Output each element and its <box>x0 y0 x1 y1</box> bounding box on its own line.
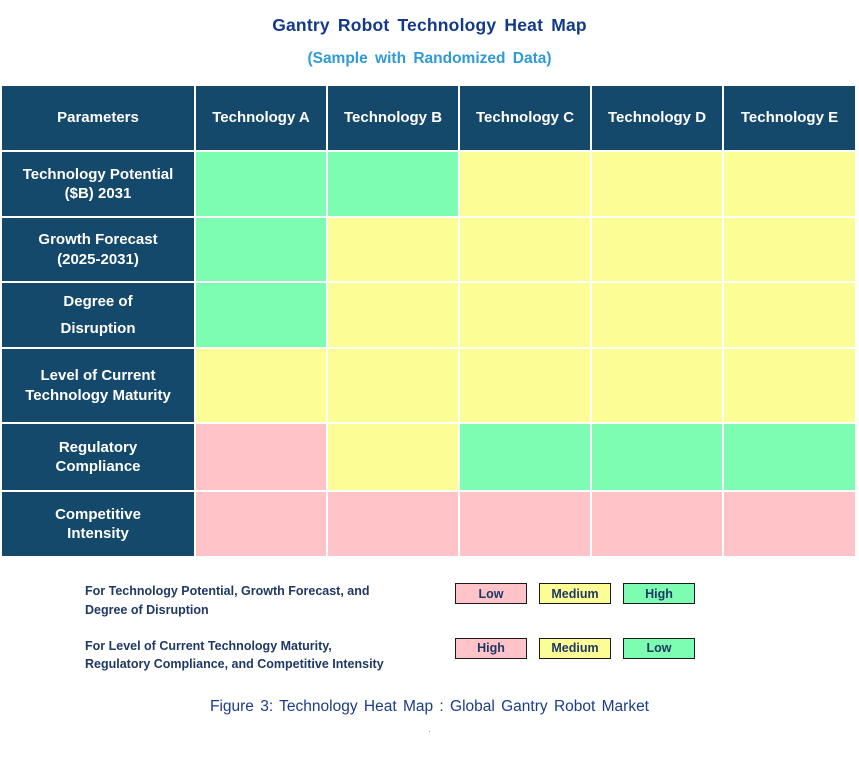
heatmap-cell <box>328 349 458 422</box>
column-header-2: Technology B <box>328 86 458 150</box>
column-header-1: Technology A <box>196 86 326 150</box>
heatmap-cell <box>592 283 722 347</box>
legend-swatch-high: High <box>623 583 695 604</box>
heatmap-cell <box>328 492 458 556</box>
heatmap-cell <box>724 283 855 347</box>
row-label: Technology Potential ($B) 2031 <box>2 152 194 216</box>
heatmap-cell <box>196 492 326 556</box>
heatmap-cell <box>460 424 590 490</box>
row-label-line: Level of Current <box>40 367 156 384</box>
legend-swatch-high: High <box>455 637 527 659</box>
corner-header-parameters: Parameters <box>2 86 194 150</box>
row-label: Level of Current Technology Maturity <box>2 349 194 422</box>
heatmap-cell <box>196 349 326 422</box>
legend: For Technology Potential, Growth Forecas… <box>85 582 859 674</box>
legend-label-line: For Technology Potential, Growth Forecas… <box>85 584 370 598</box>
legend-swatch-low: Low <box>623 637 695 659</box>
heatmap-cell <box>724 349 855 422</box>
column-header-3: Technology C <box>460 86 590 150</box>
row-label-line: Technology Maturity <box>25 386 171 404</box>
row-label: Degree of Disruption <box>2 283 194 347</box>
heatmap-cell <box>196 152 326 216</box>
legend-swatch-low: Low <box>455 583 527 604</box>
heatmap-cell <box>460 492 590 556</box>
row-label: Growth Forecast (2025-2031) <box>2 218 194 281</box>
row-label-line: (2025-2031) <box>57 250 139 268</box>
heatmap-cell <box>724 492 855 556</box>
caption-stray-dot: . <box>428 724 431 734</box>
heatmap-cell <box>196 424 326 490</box>
heatmap-cell <box>592 152 722 216</box>
heatmap-cell <box>196 283 326 347</box>
row-label: Competitive Intensity <box>2 492 194 556</box>
page-title: Gantry Robot Technology Heat Map <box>272 15 587 35</box>
heatmap-cell <box>592 424 722 490</box>
legend-row: For Technology Potential, Growth Forecas… <box>85 582 859 620</box>
heatmap-cell <box>724 218 855 281</box>
heatmap-cell <box>460 218 590 281</box>
heatmap-cell <box>460 349 590 422</box>
heatmap-cell <box>328 152 458 216</box>
heatmap-cell <box>592 218 722 281</box>
row-label: Regulatory Compliance <box>2 424 194 490</box>
row-label-line: Degree of <box>63 292 133 310</box>
heatmap-cell <box>724 152 855 216</box>
heatmap-cell <box>724 424 855 490</box>
row-label-line: Competitive <box>55 505 141 523</box>
legend-swatch-medium: Medium <box>539 583 611 604</box>
row-label-line: Disruption <box>60 320 136 337</box>
page-subtitle: (Sample with Randomized Data) <box>307 50 552 67</box>
column-header-5: Technology E <box>724 86 855 150</box>
row-label-line: Regulatory <box>58 438 138 456</box>
legend-label: For Technology Potential, Growth Forecas… <box>85 582 455 620</box>
heatmap-cell <box>460 152 590 216</box>
heatmap-cell <box>592 349 722 422</box>
heatmap-cell <box>460 283 590 347</box>
heatmap-cell <box>328 283 458 347</box>
legend-label-line: Regulatory Compliance, and Competitive I… <box>85 657 384 672</box>
row-label-line: Compliance <box>55 458 141 475</box>
legend-label-line: Degree of Disruption <box>85 602 209 617</box>
heatmap-table: Parameters Technology A Technology B Techno… <box>0 84 857 558</box>
legend-row: For Level of Current Technology Maturity… <box>85 637 859 675</box>
column-header-4: Technology D <box>592 86 722 150</box>
legend-label-line: For Level of Current Technology Maturity… <box>85 638 332 653</box>
heatmap-cell <box>196 218 326 281</box>
legend-label: For Level of Current Technology Maturity… <box>85 637 455 675</box>
row-label-line: Technology Potential <box>22 165 174 183</box>
heatmap-cell <box>328 424 458 490</box>
figure-caption: Figure 3: Technology Heat Map : Global G… <box>209 698 649 715</box>
row-label-line: ($B) 2031 <box>64 185 132 202</box>
row-label-line: Growth Forecast <box>38 231 158 248</box>
legend-boxes: High Medium Low <box>455 637 695 659</box>
row-label-line: Intensity <box>67 525 129 542</box>
legend-boxes: Low Medium High <box>455 583 695 604</box>
legend-swatch-medium: Medium <box>539 637 611 659</box>
heatmap-cell <box>592 492 722 556</box>
heatmap-cell <box>328 218 458 281</box>
